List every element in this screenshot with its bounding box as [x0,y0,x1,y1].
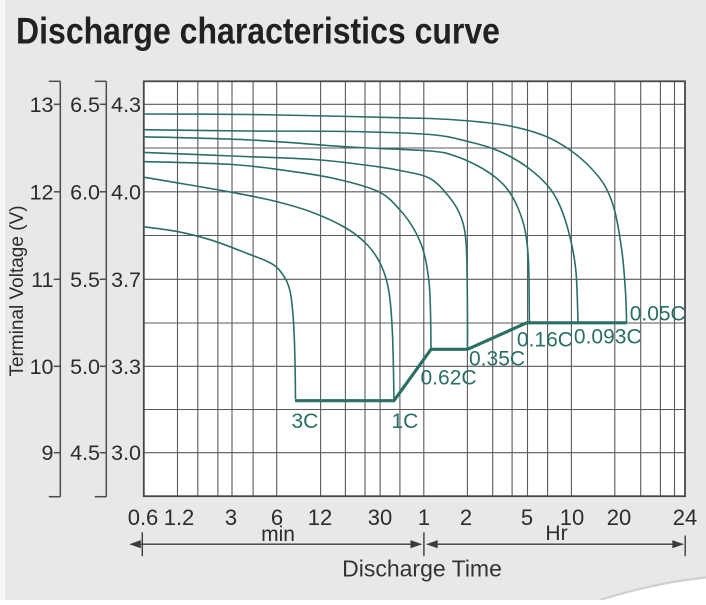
svg-text:4.3: 4.3 [111,93,141,117]
svg-text:4.5: 4.5 [70,441,100,465]
svg-text:5.5: 5.5 [70,268,100,292]
svg-text:3.3: 3.3 [111,355,141,379]
svg-text:min: min [261,523,295,546]
svg-text:10: 10 [30,355,54,379]
svg-text:11: 11 [31,268,53,292]
svg-text:5.0: 5.0 [70,355,100,379]
svg-text:0.6: 0.6 [128,505,159,530]
svg-text:20: 20 [607,505,631,530]
svg-text:5: 5 [521,505,533,530]
svg-text:30: 30 [368,505,392,530]
svg-text:24: 24 [673,505,697,530]
svg-text:2: 2 [460,505,472,530]
svg-text:Terminal Voltage (V): Terminal Voltage (V) [7,205,28,376]
svg-text:13: 13 [30,93,54,117]
svg-text:0.35C: 0.35C [469,348,525,371]
svg-text:0.093C: 0.093C [574,326,642,349]
svg-text:3: 3 [225,505,237,530]
svg-text:12: 12 [30,180,54,204]
svg-text:Discharge characteristics curv: Discharge characteristics curve [16,11,500,52]
svg-text:3.0: 3.0 [111,441,141,465]
svg-text:6: 6 [271,505,283,530]
svg-text:10: 10 [560,505,584,530]
svg-text:1.2: 1.2 [164,505,195,530]
svg-text:0.16C: 0.16C [517,329,573,352]
svg-text:12: 12 [308,505,332,530]
svg-text:0.05C: 0.05C [630,303,686,326]
svg-text:3.7: 3.7 [111,268,141,292]
svg-text:3C: 3C [292,410,319,433]
svg-text:1C: 1C [392,410,419,433]
svg-text:0.62C: 0.62C [421,367,477,390]
svg-text:4.0: 4.0 [111,180,141,204]
svg-text:Discharge Time: Discharge Time [342,556,502,582]
svg-text:6.5: 6.5 [70,93,100,117]
svg-text:1: 1 [418,505,430,530]
svg-text:Hr: Hr [545,522,567,545]
svg-text:6.0: 6.0 [70,180,100,204]
svg-text:9: 9 [42,441,54,465]
